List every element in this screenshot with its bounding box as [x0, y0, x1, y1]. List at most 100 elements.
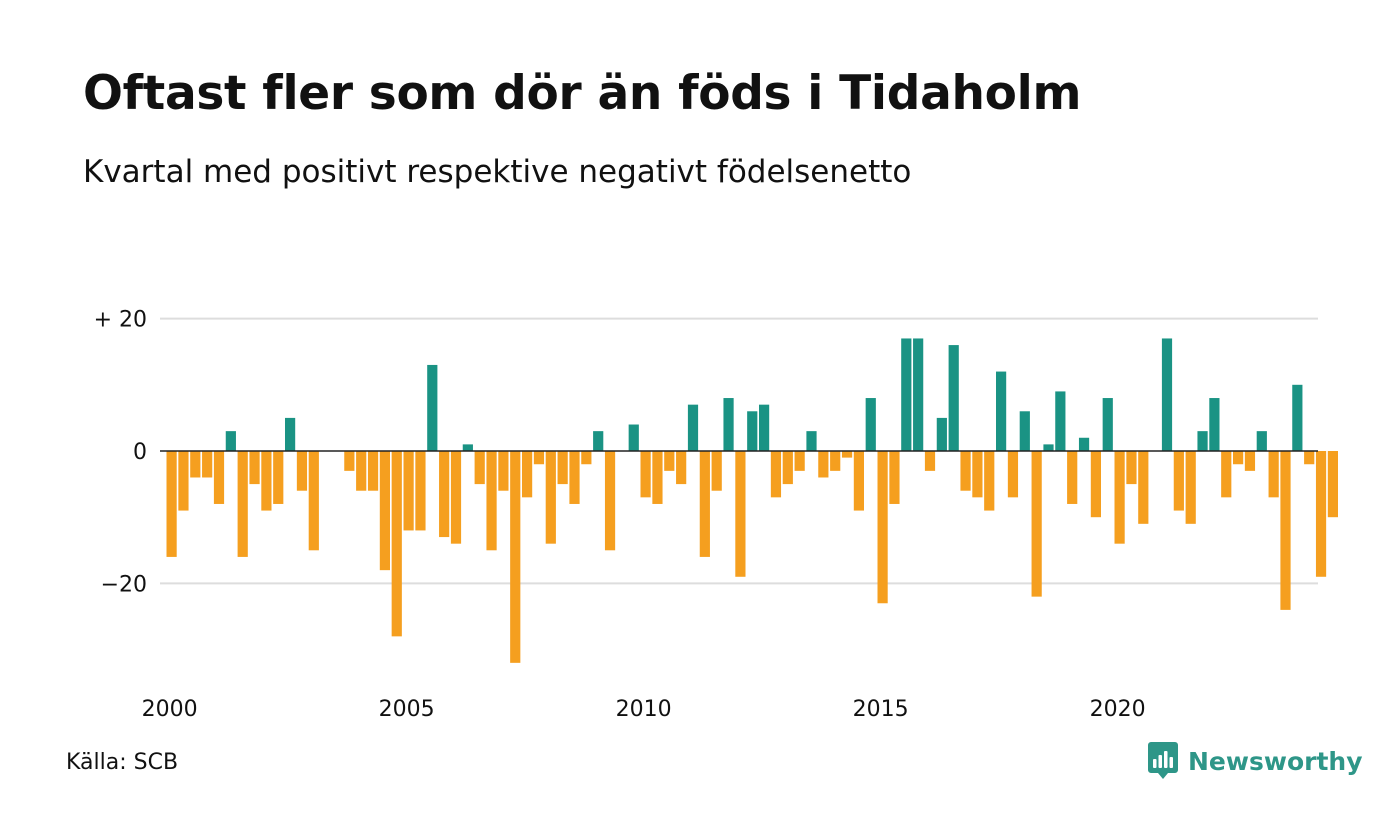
source-note: Källa: SCB [66, 750, 179, 775]
y-tick-label: 0 [133, 440, 147, 465]
bar-negative [202, 451, 213, 478]
bar-negative [356, 451, 367, 491]
bar-negative [379, 451, 390, 571]
bar-negative [557, 451, 568, 485]
y-axis-labels: + 20 0 −20 [94, 308, 147, 598]
bar-negative [1067, 451, 1078, 504]
bar-negative [924, 451, 936, 471]
x-tick-label: 2005 [379, 697, 435, 722]
bar-negative [1327, 451, 1338, 518]
bar-negative [367, 451, 379, 491]
bar-negative [841, 451, 853, 458]
bar-negative [889, 451, 900, 504]
bar-negative [794, 451, 805, 471]
bar-negative [1138, 451, 1149, 524]
bar-negative [1244, 451, 1256, 471]
bar-positive [747, 411, 758, 451]
bar-negative [1173, 451, 1184, 511]
bar-negative [261, 451, 272, 511]
bar-negative [545, 451, 556, 544]
bar-positive [225, 431, 236, 451]
bar-negative [1304, 451, 1315, 465]
bar-positive [1209, 398, 1220, 451]
bar-positive [901, 338, 912, 451]
x-axis-labels: 2000 2005 2010 2015 2020 [142, 697, 1146, 722]
bar-positive [865, 398, 876, 451]
bar-positive [1019, 411, 1030, 451]
chart-title: Oftast fler som dör än föds i Tidaholm [83, 66, 1082, 121]
bar-negative [853, 451, 864, 511]
bar-negative [1126, 451, 1137, 485]
bar-positive [1043, 444, 1054, 451]
bar-negative [296, 451, 308, 491]
bar-negative [782, 451, 793, 485]
bar-negative [699, 451, 710, 557]
bar-negative [308, 451, 319, 551]
bar-negative [474, 451, 485, 485]
bar-positive [462, 444, 473, 451]
bar-negative [664, 451, 675, 471]
bar-negative [498, 451, 509, 491]
bar-negative [190, 451, 201, 478]
bar-positive [1078, 437, 1090, 451]
chart-subtitle: Kvartal med positivt respektive negativt… [83, 154, 912, 190]
bar-positive [285, 417, 296, 451]
bar-negative [711, 451, 722, 491]
bar-negative [486, 451, 497, 551]
bar-negative [1280, 451, 1291, 610]
bar-negative [1007, 451, 1019, 498]
bar-negative [877, 451, 888, 604]
bar-negative [439, 451, 450, 538]
bar-negative [960, 451, 971, 491]
x-tick-label: 2000 [142, 697, 198, 722]
bar-positive [723, 398, 734, 451]
bar-positive [687, 404, 699, 451]
bar-negative [1031, 451, 1042, 597]
bar-negative [676, 451, 687, 485]
bar-negative [450, 451, 462, 544]
bar-negative [273, 451, 284, 504]
bar-negative [344, 451, 355, 471]
bars [166, 338, 1338, 663]
bar-positive [628, 424, 639, 451]
bar-positive [996, 371, 1007, 451]
bar-negative [533, 451, 545, 465]
bar-negative [830, 451, 841, 471]
bar-negative [818, 451, 829, 478]
bar-negative [178, 451, 189, 511]
bar-positive [1197, 431, 1208, 451]
bar-negative [213, 451, 225, 504]
bar-negative [249, 451, 260, 485]
bar-negative [581, 451, 592, 465]
bar-negative [403, 451, 414, 531]
gridlines [160, 317, 1318, 585]
bar-negative [1185, 451, 1196, 524]
bar-negative [237, 451, 248, 557]
bar-negative [1090, 451, 1101, 518]
bar-negative [1233, 451, 1244, 465]
bar-negative [569, 451, 580, 504]
bar-negative [166, 451, 177, 557]
y-tick-label: −20 [101, 572, 147, 597]
bar-negative [770, 451, 782, 498]
bar-positive [806, 431, 817, 451]
x-tick-label: 2020 [1090, 697, 1146, 722]
bar-positive [936, 417, 947, 451]
bar-positive [593, 431, 604, 451]
bar-negative [391, 451, 402, 637]
bar-positive [1292, 384, 1303, 451]
bar-positive [1161, 338, 1173, 451]
bar-negative [972, 451, 983, 498]
bar-positive [948, 345, 959, 451]
y-tick-label: + 20 [94, 308, 147, 333]
bar-negative [1114, 451, 1125, 544]
bar-negative [1268, 451, 1279, 498]
x-tick-label: 2010 [616, 697, 672, 722]
bar-negative [604, 451, 616, 551]
bar-positive [913, 338, 924, 451]
bar-negative [1221, 451, 1232, 498]
x-tick-label: 2015 [853, 697, 909, 722]
bar-positive [759, 404, 770, 451]
bar-positive [427, 364, 438, 451]
